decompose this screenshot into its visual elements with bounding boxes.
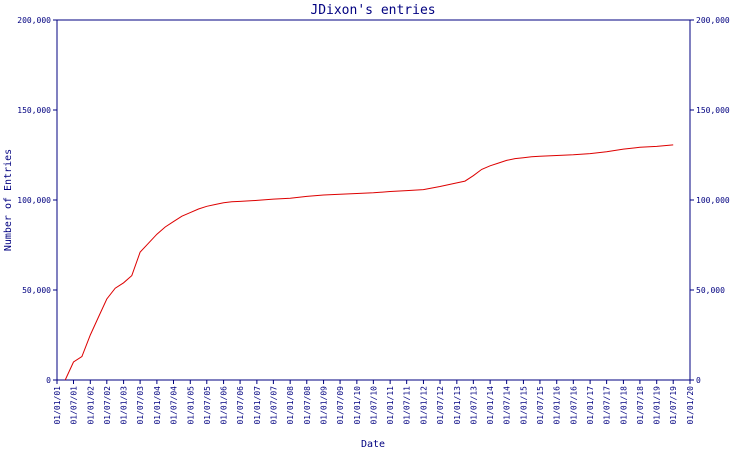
x-tick-label: 01/01/14 <box>486 386 495 425</box>
x-tick-label: 01/07/12 <box>436 386 445 425</box>
y-tick-label-right: 150,000 <box>696 106 730 115</box>
x-tick-label: 01/01/05 <box>186 386 195 425</box>
y-tick-label-right: 50,000 <box>696 286 725 295</box>
x-tick-label: 01/07/04 <box>169 386 178 425</box>
x-axis-label: Date <box>361 439 385 450</box>
y-tick-label-left: 50,000 <box>22 286 51 295</box>
x-tick-label: 01/07/17 <box>603 386 612 425</box>
y-tick-label-left: 0 <box>46 376 51 385</box>
x-tick-label: 01/01/11 <box>386 386 395 425</box>
series-line <box>64 144 674 381</box>
x-tick-label: 01/01/06 <box>220 386 229 425</box>
x-tick-label: 01/07/15 <box>536 386 545 425</box>
x-tick-label: 01/01/09 <box>320 386 329 425</box>
x-tick-label: 01/07/19 <box>669 386 678 425</box>
x-tick-label: 01/07/16 <box>569 386 578 425</box>
x-tick-label: 01/01/08 <box>286 386 295 425</box>
x-tick-label: 01/01/17 <box>586 386 595 425</box>
x-tick-label: 01/01/07 <box>253 386 262 425</box>
x-tick-label: 01/07/03 <box>136 386 145 425</box>
x-tick-label: 01/01/12 <box>419 386 428 425</box>
y-tick-label-right: 100,000 <box>696 196 730 205</box>
x-tick-label: 01/07/18 <box>636 386 645 425</box>
x-tick-label: 01/07/11 <box>403 386 412 425</box>
x-tick-label: 01/01/13 <box>453 386 462 425</box>
x-tick-label: 01/07/06 <box>236 386 245 425</box>
x-tick-label: 01/07/13 <box>469 386 478 425</box>
x-tick-label: 01/07/08 <box>303 386 312 425</box>
x-tick-label: 01/01/02 <box>86 386 95 425</box>
x-tick-label: 01/01/04 <box>153 386 162 425</box>
x-tick-label: 01/01/01 <box>53 386 62 425</box>
y-tick-label-left: 150,000 <box>17 106 51 115</box>
chart-title: JDixon's entries <box>310 3 435 18</box>
x-tick-label: 01/01/03 <box>120 386 129 425</box>
y-tick-label-left: 200,000 <box>17 16 51 25</box>
y-axis-label: Number of Entries <box>3 149 14 251</box>
x-tick-label: 01/07/07 <box>269 386 278 425</box>
x-tick-label: 01/07/14 <box>503 386 512 425</box>
x-tick-label: 01/01/20 <box>686 386 695 425</box>
x-tick-label: 01/01/18 <box>619 386 628 425</box>
y-tick-label-right: 200,000 <box>696 16 730 25</box>
y-tick-label-left: 100,000 <box>17 196 51 205</box>
x-tick-label: 01/07/02 <box>103 386 112 425</box>
x-tick-label: 01/01/10 <box>353 386 362 425</box>
x-tick-label: 01/07/01 <box>70 386 79 425</box>
x-tick-label: 01/01/16 <box>553 386 562 425</box>
x-tick-label: 01/01/19 <box>653 386 662 425</box>
x-tick-label: 01/07/05 <box>203 386 212 425</box>
y-tick-label-right: 0 <box>696 376 701 385</box>
x-tick-label: 01/01/15 <box>519 386 528 425</box>
plot-frame <box>56 19 691 381</box>
x-tick-label: 01/07/10 <box>369 386 378 425</box>
x-tick-label: 01/07/09 <box>336 386 345 425</box>
